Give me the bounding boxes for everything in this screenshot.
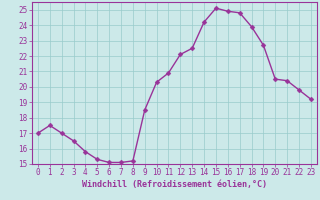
X-axis label: Windchill (Refroidissement éolien,°C): Windchill (Refroidissement éolien,°C)	[82, 180, 267, 189]
